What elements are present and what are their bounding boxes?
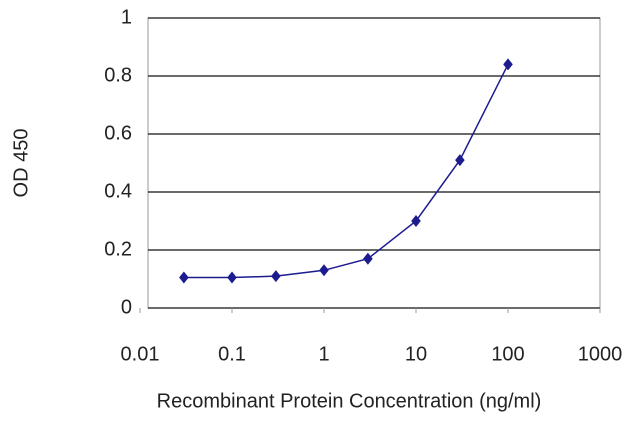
line [183,64,509,279]
x-tick-label: 1 [318,343,329,365]
x-axis-label: Recombinant Protein Concentration (ng/ml… [157,390,542,412]
y-tick-label: 0.8 [104,64,132,86]
point [179,271,189,284]
point [363,252,373,265]
point [271,270,281,283]
x-tick-label: 1000 [578,343,623,365]
x-tick-label: 0.01 [121,343,160,365]
y-axis-label: OD 450 [10,129,32,198]
y-tick-label: 0 [121,296,132,318]
point [227,271,237,284]
y-tick-label: 0.4 [104,180,132,202]
plot-area [147,17,601,309]
point [411,215,421,227]
x-tick-label: 10 [405,343,427,365]
x-tick-label: 100 [491,343,524,365]
x-tick-label: 0.1 [218,343,246,365]
y-tick-label: 0.6 [104,122,132,144]
point [503,58,513,71]
y-tick-label: 1 [121,6,132,28]
point [455,154,465,167]
y-tick-label: 0.2 [104,238,132,260]
point [319,264,329,277]
